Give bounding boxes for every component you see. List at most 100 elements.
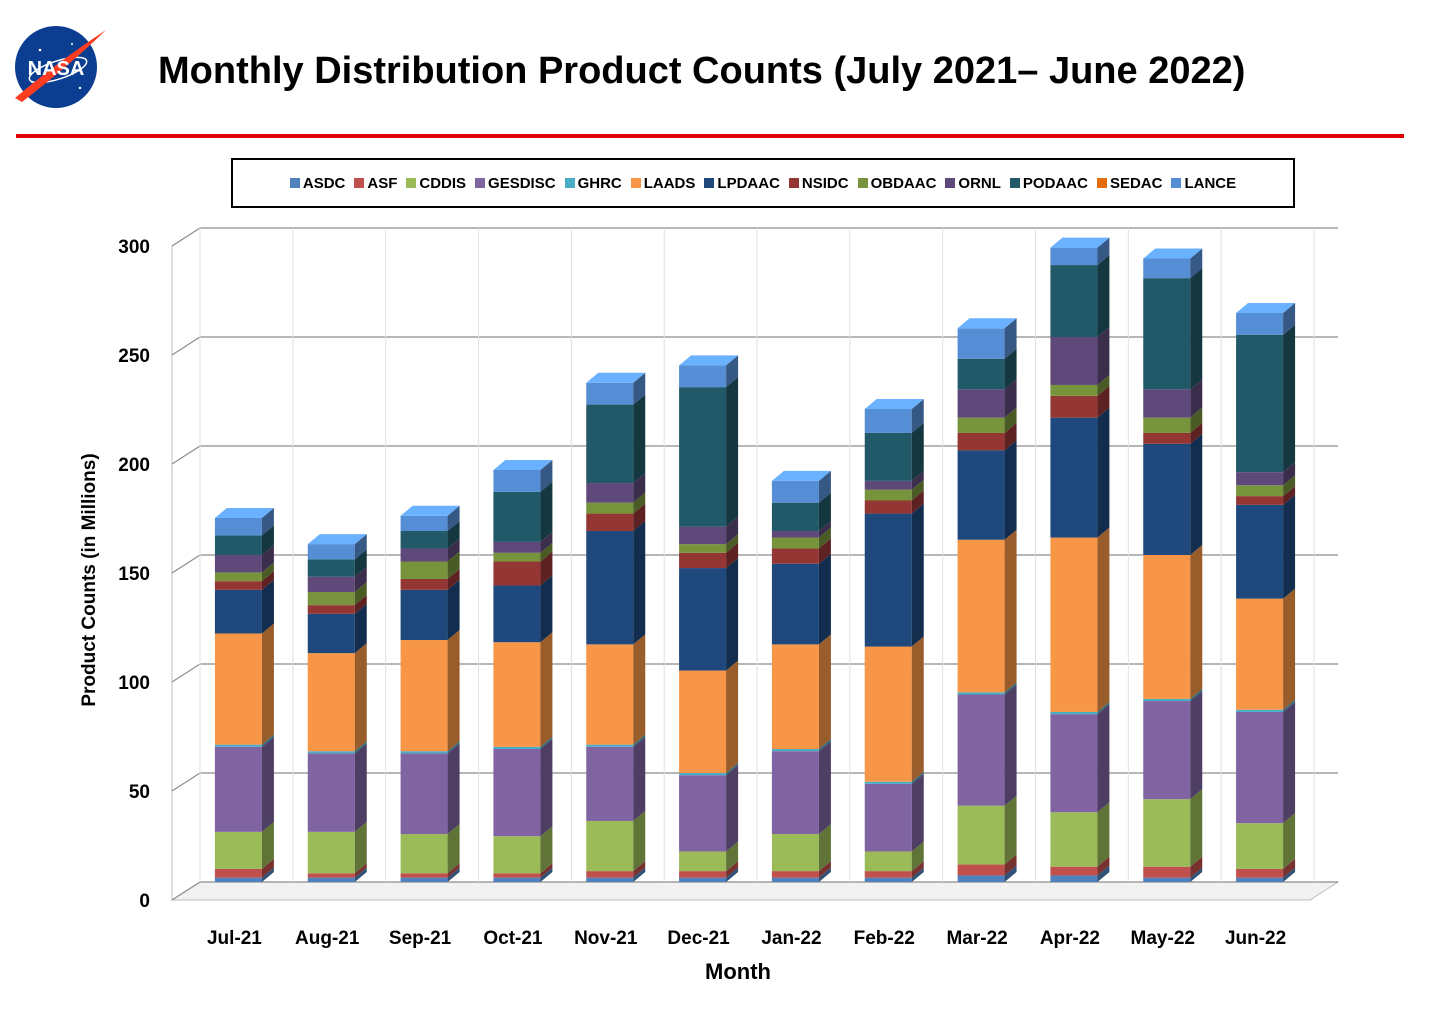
bar-face xyxy=(307,613,355,654)
bar-face xyxy=(307,592,355,606)
bar-side xyxy=(1190,379,1203,418)
bar-side xyxy=(633,734,646,747)
bar-side xyxy=(726,763,739,776)
x-tick-label: Mar-22 xyxy=(946,928,1007,949)
bar-side xyxy=(354,741,367,754)
bar-segment-obdaac-mar-22 xyxy=(957,407,1017,433)
y-tick-label: 100 xyxy=(118,673,150,694)
page-title: Monthly Distribution Product Counts (Jul… xyxy=(158,50,1246,92)
bar-stack-oct-21 xyxy=(493,459,553,882)
bar-top xyxy=(1050,237,1110,248)
bar-side xyxy=(818,634,831,750)
bar-side xyxy=(354,566,367,593)
bar-side xyxy=(726,355,739,388)
bar-segment-cddis-jun-22 xyxy=(1236,813,1296,869)
bar-face xyxy=(1236,313,1284,335)
bar-stack-jun-22 xyxy=(1236,303,1296,882)
bar-side xyxy=(1097,856,1110,876)
bar-segment-lance-sep-21 xyxy=(400,505,460,532)
bar-face xyxy=(586,871,634,878)
bar-side xyxy=(911,636,924,782)
bar-face xyxy=(586,746,634,821)
bar-side xyxy=(911,841,924,872)
bar-segment-ornl-nov-21 xyxy=(586,473,646,503)
bar-segment-laads-may-22 xyxy=(1143,545,1203,699)
bar-segment-cddis-apr-22 xyxy=(1050,802,1110,867)
bar-side xyxy=(818,470,831,503)
bar-segment-ornl-feb-22 xyxy=(864,470,924,490)
bar-face xyxy=(1143,417,1191,433)
bar-segment-obdaac-oct-21 xyxy=(493,542,553,562)
gridline-side xyxy=(171,881,201,901)
bar-side xyxy=(1097,701,1110,715)
legend-swatch xyxy=(704,178,715,188)
bar-segment-lpdaac-sep-21 xyxy=(400,579,460,641)
bar-face xyxy=(864,851,912,872)
bar-side xyxy=(818,521,831,538)
bar-face xyxy=(493,541,541,553)
bar-segment-cddis-oct-21 xyxy=(493,826,553,874)
bar-side xyxy=(911,470,924,490)
legend-swatch xyxy=(1171,178,1182,188)
bar-side xyxy=(261,571,274,590)
bar-face xyxy=(1050,417,1098,538)
bar-face xyxy=(771,834,819,872)
bar-face xyxy=(1236,334,1284,473)
bar-face xyxy=(679,871,727,878)
bar-side xyxy=(1283,813,1296,869)
bar-segment-laads-jun-22 xyxy=(1236,588,1296,710)
bar-side xyxy=(540,863,553,878)
x-tick-label: Sep-21 xyxy=(389,928,452,949)
bar-side xyxy=(261,867,274,882)
bar-face xyxy=(307,559,355,577)
bar-face xyxy=(1143,799,1191,867)
bar-segment-asf-jan-22 xyxy=(771,861,831,878)
x-tick-label: Oct-21 xyxy=(483,928,543,949)
bar-segment-ornl-jun-22 xyxy=(1236,462,1296,486)
legend-swatch xyxy=(945,178,956,188)
bar-side xyxy=(1283,324,1296,473)
y-axis-title: Product Counts (in Millions) xyxy=(79,453,100,707)
bar-segment-nsidc-oct-21 xyxy=(493,551,553,586)
bar-face xyxy=(957,389,1005,418)
bar-side xyxy=(726,534,739,553)
bar-side xyxy=(540,531,553,553)
bar-segment-asf-may-22 xyxy=(1143,856,1203,878)
bar-face xyxy=(864,489,912,501)
bar-segment-gesdisc-oct-21 xyxy=(493,739,553,837)
bar-side xyxy=(1190,856,1203,878)
bar-face xyxy=(400,561,448,579)
bar-face xyxy=(1050,711,1098,715)
y-tick-label: 50 xyxy=(129,782,150,803)
bar-face xyxy=(307,751,355,754)
bar-segment-asdc-mar-22 xyxy=(957,865,1017,882)
bar-segment-asdc-sep-21 xyxy=(400,867,460,882)
legend-swatch xyxy=(354,178,365,188)
bar-segment-laads-nov-21 xyxy=(586,634,646,745)
x-tick-label: Dec-21 xyxy=(667,928,730,949)
bar-face xyxy=(400,578,448,590)
bar-segment-obdaac-jun-22 xyxy=(1236,475,1296,497)
bar-face xyxy=(1050,384,1098,396)
bar-segment-ghrc-feb-22 xyxy=(864,771,924,784)
gridline-side xyxy=(171,445,201,465)
legend-swatch xyxy=(406,178,417,188)
bar-segment-obdaac-aug-21 xyxy=(307,582,367,606)
bar-segment-asdc-jan-22 xyxy=(771,867,831,882)
bar-side xyxy=(540,551,553,586)
bar-face xyxy=(1143,278,1191,390)
bar-face xyxy=(214,555,262,573)
bar-side xyxy=(1004,422,1017,451)
bar-side xyxy=(1004,684,1017,806)
bar-face xyxy=(771,749,819,752)
bar-segment-podaac-may-22 xyxy=(1143,268,1203,390)
bar-face xyxy=(1143,701,1191,800)
bar-segment-nsidc-jun-22 xyxy=(1236,486,1296,505)
bar-segment-ornl-jul-21 xyxy=(214,545,274,573)
y-tick-label: 300 xyxy=(118,237,150,258)
bar-face xyxy=(493,642,541,747)
chart-floor xyxy=(170,881,1340,901)
bar-segment-cddis-feb-22 xyxy=(864,841,924,872)
legend-label: LAADS xyxy=(643,174,696,192)
bar-segment-ornl-sep-21 xyxy=(400,538,460,562)
